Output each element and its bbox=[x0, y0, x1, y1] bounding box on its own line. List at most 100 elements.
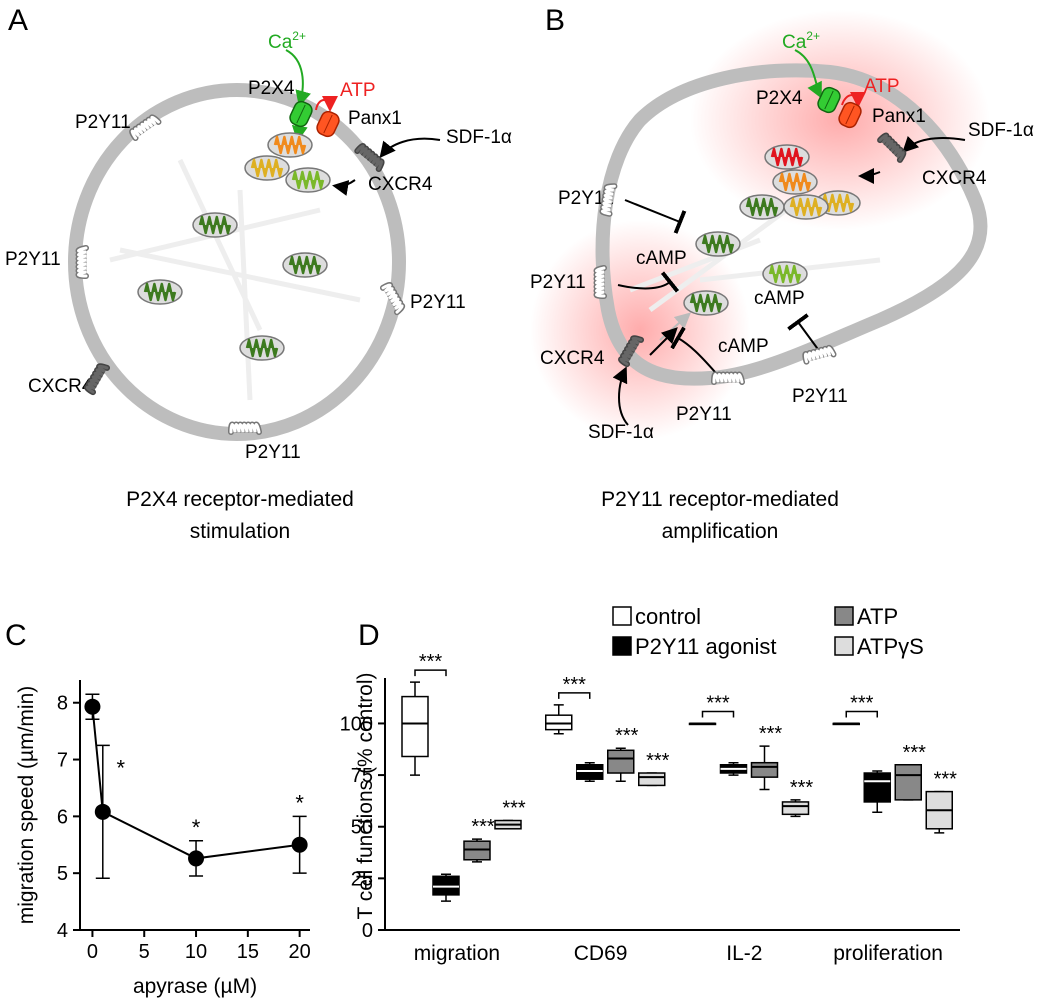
inhibition bbox=[617, 271, 680, 293]
text: 2+ bbox=[292, 29, 306, 43]
box bbox=[607, 749, 635, 774]
receptor bbox=[599, 183, 618, 217]
helix bbox=[229, 423, 261, 434]
label: SDF-1α bbox=[446, 127, 512, 148]
cristae bbox=[291, 170, 325, 190]
box bbox=[894, 764, 922, 801]
y-tick-label: 50 bbox=[351, 817, 373, 839]
label: P2Y11 bbox=[792, 386, 848, 407]
x-tick-label: 0 bbox=[87, 941, 98, 963]
helix bbox=[600, 184, 616, 216]
x-tick-label: IL-2 bbox=[726, 942, 762, 965]
caption: amplification bbox=[662, 520, 779, 543]
cristae bbox=[288, 255, 322, 275]
arrow bbox=[332, 179, 356, 196]
label: P2X4 bbox=[756, 88, 803, 109]
cristae bbox=[745, 197, 779, 217]
label: cAMP bbox=[754, 288, 805, 309]
significance: *** bbox=[615, 725, 639, 747]
label: P2Y11 bbox=[410, 292, 466, 313]
panel-a: A Ca2+ P2X4 ATP Panx1 SDF-1α CXCR4 P2Y11… bbox=[5, 4, 512, 543]
helix bbox=[619, 336, 643, 366]
receptor bbox=[380, 282, 406, 316]
channel-pore bbox=[845, 105, 855, 125]
whisker-cap bbox=[790, 799, 801, 818]
box bbox=[432, 875, 460, 896]
label: ATP bbox=[340, 80, 376, 101]
cristae bbox=[768, 264, 802, 284]
legend-label: control bbox=[635, 604, 701, 629]
y-tick-label: 100 bbox=[340, 713, 373, 735]
box bbox=[750, 761, 779, 778]
channel-pore bbox=[323, 114, 333, 134]
bracket bbox=[845, 710, 878, 718]
label: CXCR4 bbox=[922, 168, 987, 189]
arrow bbox=[315, 95, 338, 112]
label: P2Y11 bbox=[558, 188, 614, 209]
bracket bbox=[414, 669, 447, 677]
label: P2Y11 bbox=[245, 442, 301, 463]
significance: *** bbox=[646, 750, 670, 772]
x-tick-label: 5 bbox=[139, 941, 150, 963]
box bbox=[463, 840, 491, 861]
cristae bbox=[701, 234, 735, 254]
bracket bbox=[701, 710, 735, 718]
helix bbox=[878, 134, 905, 162]
panel-label: D bbox=[358, 619, 380, 652]
arrow bbox=[841, 91, 866, 108]
y-tick-label: 25 bbox=[351, 868, 373, 890]
y-tick-label: 6 bbox=[57, 806, 68, 828]
cristae bbox=[770, 147, 804, 167]
channel-pore bbox=[296, 104, 306, 124]
label: P2X4 bbox=[248, 78, 295, 99]
arrow bbox=[285, 49, 311, 107]
x-axis-label: apyrase (µM) bbox=[133, 975, 257, 998]
panel-label: C bbox=[5, 619, 27, 652]
significance: *** bbox=[903, 742, 927, 764]
label: ATP bbox=[864, 76, 900, 97]
label: CXCR4 bbox=[28, 376, 93, 397]
box bbox=[863, 772, 891, 803]
receptor bbox=[84, 363, 110, 396]
y-tick-label: 75 bbox=[351, 765, 373, 787]
significance: *** bbox=[706, 692, 730, 714]
significance: *** bbox=[934, 769, 958, 791]
label: P2Y11 bbox=[5, 249, 61, 270]
significance: *** bbox=[502, 798, 526, 820]
panel-label: B bbox=[545, 4, 565, 37]
label-ca: Ca2+ bbox=[782, 29, 820, 53]
panel-label: A bbox=[8, 4, 28, 37]
label: CXCR4 bbox=[368, 174, 433, 195]
receptor bbox=[802, 344, 837, 365]
significance: * bbox=[117, 755, 126, 780]
legend-label: ATP bbox=[857, 604, 898, 629]
whisker-cap bbox=[615, 747, 626, 783]
label: CXCR4 bbox=[540, 348, 605, 369]
label: SDF-1α bbox=[588, 422, 654, 443]
cristae bbox=[250, 158, 284, 178]
marker bbox=[291, 836, 308, 853]
significance: *** bbox=[790, 777, 814, 799]
receptor bbox=[877, 132, 907, 163]
cytoskeleton bbox=[109, 158, 361, 401]
marker bbox=[188, 850, 205, 867]
significance: *** bbox=[471, 816, 495, 838]
legend-swatch bbox=[612, 636, 632, 656]
label-ca: Ca2+ bbox=[268, 29, 306, 53]
helix bbox=[595, 266, 606, 298]
helix bbox=[130, 115, 160, 140]
caption: P2Y11 receptor-mediated bbox=[601, 488, 839, 511]
receptor bbox=[618, 335, 644, 368]
significance: *** bbox=[759, 723, 783, 745]
label: cAMP bbox=[636, 248, 687, 269]
x-tick-label: CD69 bbox=[574, 942, 628, 965]
caption: stimulation bbox=[190, 520, 290, 543]
marker bbox=[84, 698, 101, 715]
box bbox=[545, 714, 573, 731]
label: P2Y11 bbox=[530, 272, 586, 293]
whisker-cap bbox=[584, 761, 595, 783]
y-tick-label: 0 bbox=[362, 920, 373, 942]
significance: *** bbox=[850, 692, 874, 714]
text: Ca bbox=[268, 32, 293, 53]
whisker-cap bbox=[872, 770, 883, 814]
